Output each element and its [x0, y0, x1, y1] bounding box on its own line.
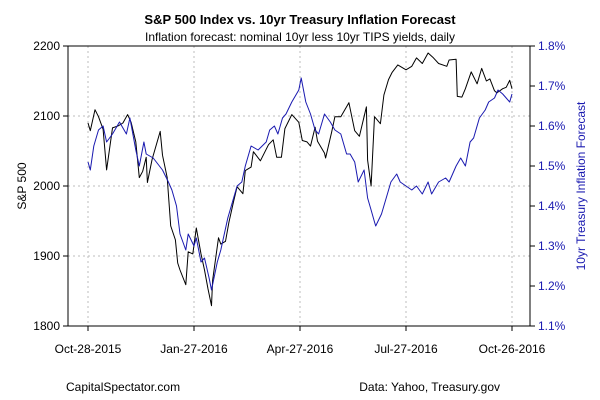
x-axis: Oct-28-2015 Jan-27-2016 Apr-27-2016 Jul-27-… [55, 326, 546, 356]
inflation-forecast-line [87, 77, 513, 291]
x-tick-label: Apr-27-2016 [267, 342, 334, 356]
chart-subtitle: Inflation forecast: nominal 10yr less 10… [145, 30, 455, 44]
sp500-line [87, 52, 513, 307]
footer-data-credit: Data: Yahoo, Treasury.gov [359, 380, 500, 394]
left-tick-label: 2000 [33, 179, 60, 193]
x-tick-label: Oct-28-2015 [55, 342, 122, 356]
right-tick-label: 1.3% [538, 239, 566, 253]
left-tick-label: 2100 [33, 109, 60, 123]
right-tick-label: 1.5% [538, 159, 566, 173]
series-lines [87, 52, 513, 307]
right-axis: 1.1% 1.2% 1.3% 1.4% 1.5% 1.6% 1.7% 1.8% [530, 39, 566, 333]
right-tick-label: 1.6% [538, 119, 566, 133]
right-tick-label: 1.2% [538, 279, 566, 293]
y-axis-label-left: S&P 500 [15, 162, 29, 209]
right-tick-label: 1.4% [538, 199, 566, 213]
left-axis: 1800 1900 2000 2100 2200 [33, 39, 68, 333]
x-tick-label: Jan-27-2016 [160, 342, 228, 356]
left-tick-label: 2200 [33, 39, 60, 53]
right-tick-label: 1.7% [538, 79, 566, 93]
x-tick-label: Oct-26-2016 [479, 342, 546, 356]
right-tick-label: 1.1% [538, 319, 566, 333]
chart-title: S&P 500 Index vs. 10yr Treasury Inflatio… [144, 12, 456, 27]
right-tick-label: 1.8% [538, 39, 566, 53]
y-axis-label-right: 10yr Treasury Inflation Forecast [574, 101, 588, 270]
x-tick-label: Jul-27-2016 [374, 342, 438, 356]
footer-source-site: CapitalSpectator.com [66, 380, 180, 394]
left-tick-label: 1900 [33, 249, 60, 263]
left-tick-label: 1800 [33, 319, 60, 333]
